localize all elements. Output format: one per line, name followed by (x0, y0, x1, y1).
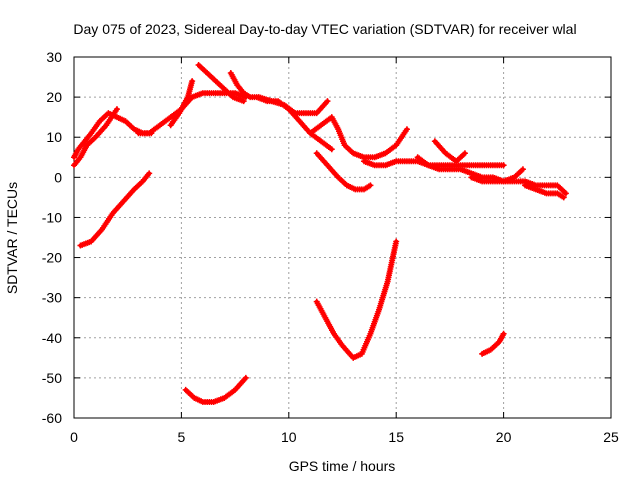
series-arc-14 (522, 182, 567, 201)
series-arc-4 (167, 78, 196, 129)
plot-frame (73, 56, 612, 419)
data-point (500, 330, 507, 337)
series-arc-8 (307, 114, 410, 161)
grid-lines (74, 57, 611, 418)
x-tick-label: 25 (603, 429, 619, 445)
data-point (113, 106, 120, 113)
data-point (367, 182, 374, 189)
data-point (403, 126, 410, 133)
data-point (519, 166, 526, 173)
series-arc-17 (313, 238, 400, 361)
x-tick-label: 15 (388, 429, 404, 445)
data-series (71, 62, 569, 405)
data-point (560, 194, 567, 201)
x-tick-label: 20 (496, 429, 512, 445)
series-arc-13 (468, 166, 526, 185)
x-tick-label: 5 (178, 429, 186, 445)
data-point (324, 98, 331, 105)
y-tick-label: -40 (42, 330, 62, 346)
data-point (240, 98, 247, 105)
series-arc-2 (71, 106, 120, 169)
series-arc-5 (195, 62, 247, 105)
x-axis-label: GPS time / hours (289, 458, 396, 474)
series-arc-12 (431, 138, 468, 165)
series-arc-15 (77, 170, 153, 249)
y-tick-label: 0 (54, 169, 62, 185)
axis-ticks: 0 5 10 15 20 25 -60 -50 -40 -30 -20 -10 0 10 20 30 (42, 49, 619, 445)
series-arc-7 (255, 94, 331, 117)
series-arc-11 (414, 154, 569, 197)
series-arc-16 (182, 374, 249, 405)
x-tick-label: 0 (70, 429, 78, 445)
series-arc-3 (135, 90, 249, 137)
data-point (500, 162, 507, 169)
data-point (189, 78, 196, 85)
y-tick-label: -50 (42, 370, 62, 386)
y-axis-label: SDTVAR / TECUs (4, 182, 20, 294)
series-arc-18 (479, 330, 507, 357)
data-point (393, 238, 400, 245)
data-point (146, 170, 153, 177)
x-tick-label: 10 (281, 429, 297, 445)
data-point (562, 190, 569, 197)
y-tick-label: 10 (46, 129, 62, 145)
y-tick-label: -30 (42, 290, 62, 306)
data-point (461, 150, 468, 157)
data-point (328, 146, 335, 153)
y-tick-label: -60 (42, 410, 62, 426)
y-tick-label: 20 (46, 89, 62, 105)
y-tick-label: -10 (42, 209, 62, 225)
series-arc-9 (313, 150, 374, 193)
y-tick-label: -20 (42, 250, 62, 266)
data-point (242, 374, 249, 381)
y-tick-label: 30 (46, 49, 62, 65)
chart-title: Day 075 of 2023, Sidereal Day-to-day VTE… (73, 21, 576, 37)
series-trace (415, 155, 568, 196)
